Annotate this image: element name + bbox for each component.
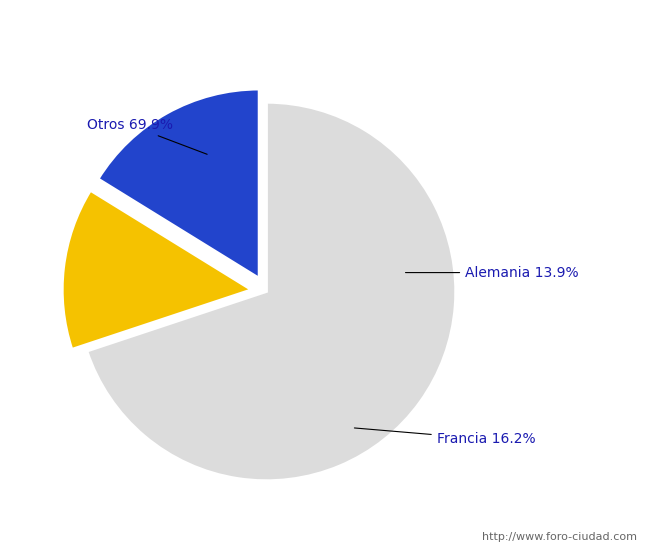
Wedge shape	[62, 190, 252, 349]
Wedge shape	[87, 102, 456, 481]
Text: Francia 16.2%: Francia 16.2%	[354, 428, 536, 446]
Text: Sant Martí Sarroca - Turistas extranjeros según país - Abril de 2024: Sant Martí Sarroca - Turistas extranjero…	[68, 21, 582, 37]
Text: Alemania 13.9%: Alemania 13.9%	[406, 266, 578, 279]
Text: http://www.foro-ciudad.com: http://www.foro-ciudad.com	[482, 532, 637, 542]
Text: Otros 69.9%: Otros 69.9%	[86, 118, 207, 155]
Wedge shape	[98, 89, 259, 278]
